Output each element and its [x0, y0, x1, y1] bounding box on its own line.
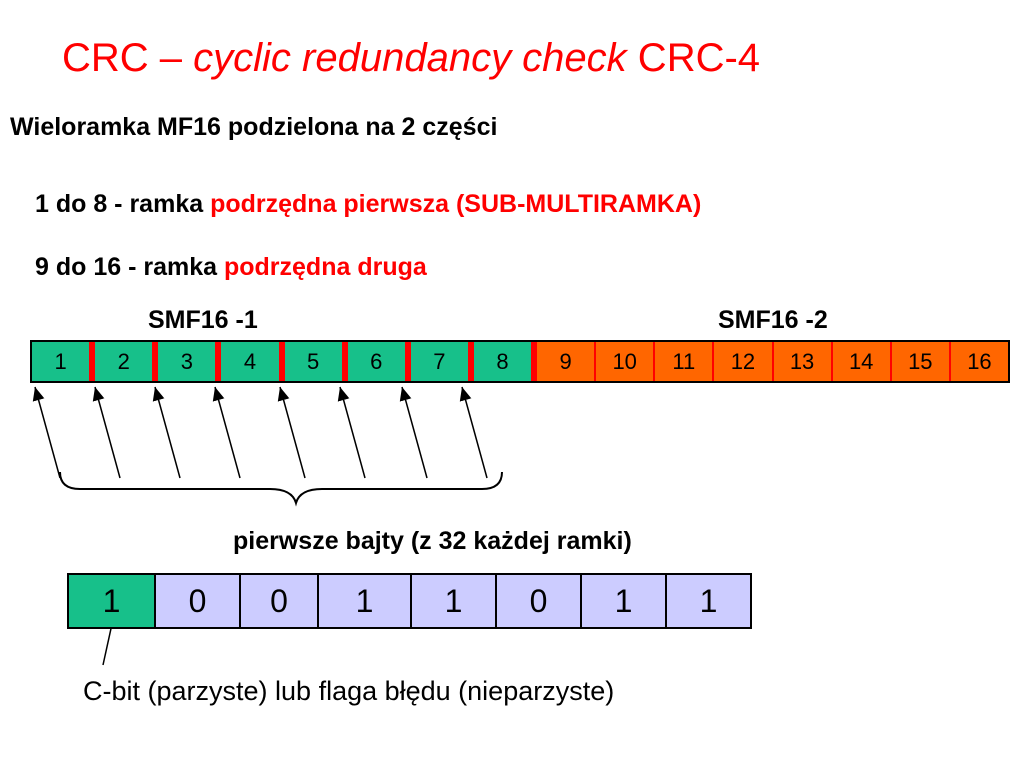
bit-2: 0: [154, 575, 239, 627]
line2-red: podrzędna druga: [223, 253, 427, 281]
frame-2: 2: [89, 342, 153, 381]
line1-red: podrzędna pierwsza (SUB-MULTIRAMKA): [210, 190, 702, 218]
curly-brace: [59, 471, 503, 507]
bit-7: 1: [580, 575, 665, 627]
arrow-frame-6: [337, 386, 366, 479]
line1-black: 1 do 8 - ramka: [35, 190, 211, 218]
frame-7: 7: [404, 342, 468, 381]
description-line-1: 1 do 8 - ramka podrzędna pierwsza (SUB-M…: [35, 190, 701, 219]
arrow-frame-3: [152, 386, 181, 479]
arrow-frame-7: [399, 386, 428, 479]
bit-5: 1: [410, 575, 495, 627]
description-line-2: 9 do 16 - ramka podrzędna druga: [35, 253, 427, 282]
slide-title: CRC – cyclic redundancy check CRC-4: [62, 36, 760, 81]
frame-8: 8: [467, 342, 531, 381]
frame-13: 13: [771, 342, 831, 381]
arrow-frame-4: [212, 386, 241, 479]
arrow-frame-5: [277, 386, 306, 479]
bit-1: 1: [69, 575, 154, 627]
bit-6: 0: [495, 575, 580, 627]
bits-caption: pierwsze bajty (z 32 każdej ramki): [233, 527, 632, 555]
subtitle: Wieloramka MF16 podzielona na 2 części: [10, 113, 498, 141]
frame-14: 14: [830, 342, 890, 381]
frame-16: 16: [948, 342, 1010, 381]
frame-10: 10: [594, 342, 654, 381]
smf1-label: SMF16 -1: [148, 306, 258, 334]
title-part2: CRC-4: [626, 36, 761, 80]
frame-6: 6: [341, 342, 405, 381]
cbit-note: C-bit (parzyste) lub flaga błędu (niepar…: [83, 676, 615, 706]
frame-1: 1: [30, 342, 90, 381]
cbit-pointer-line: [102, 623, 113, 666]
arrow-frame-1: [32, 386, 61, 479]
arrow-frame-2: [92, 386, 121, 479]
bit-8: 1: [665, 575, 750, 627]
arrow-frame-8: [459, 386, 488, 479]
frame-15: 15: [889, 342, 949, 381]
bit-3: 0: [239, 575, 317, 627]
smf2-label: SMF16 -2: [718, 306, 828, 334]
frame-9: 9: [531, 342, 595, 381]
frame-3: 3: [152, 342, 216, 381]
title-italic: cyclic redundancy check: [193, 36, 627, 80]
frame-4: 4: [215, 342, 279, 381]
title-part1: CRC –: [62, 36, 194, 80]
bit-4: 1: [317, 575, 410, 627]
frame-12: 12: [712, 342, 772, 381]
line2-black: 9 do 16 - ramka: [35, 253, 224, 281]
frame-strip: 1 2 3 4 5 6 7 8 9 10 11 12 13 14 15 16: [30, 340, 1010, 383]
frame-5: 5: [278, 342, 342, 381]
frame-11: 11: [653, 342, 713, 381]
